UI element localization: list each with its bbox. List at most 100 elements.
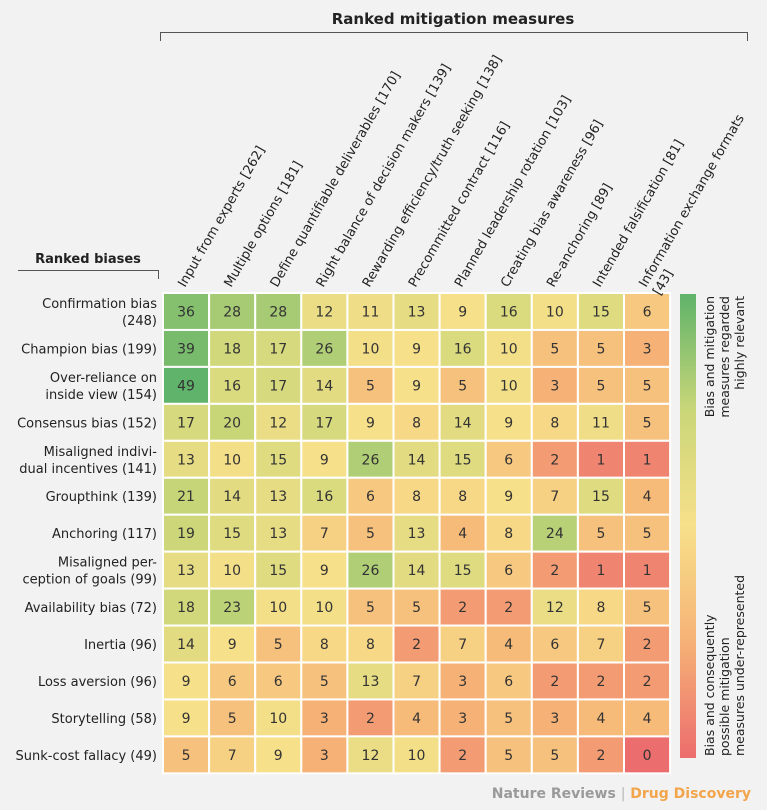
heatmap-cell	[300, 328, 349, 368]
heatmap-cell	[623, 439, 672, 479]
heatmap-cell	[484, 587, 533, 627]
cell-value-label: 16	[500, 304, 518, 320]
cell-value-label: 3	[458, 674, 467, 690]
cell-value-label: 14	[315, 378, 333, 394]
cell-value-label: 18	[177, 600, 195, 616]
cell-value-label: 13	[177, 563, 195, 579]
cell-value-label: 5	[596, 341, 605, 357]
cell-value-label: 26	[362, 563, 380, 579]
heatmap-cell	[254, 550, 303, 590]
cell-value-label: 8	[412, 489, 421, 505]
cell-value-label: 17	[315, 415, 333, 431]
heatmap-cell	[484, 365, 533, 405]
heatmap-cell	[346, 476, 395, 516]
cell-value-label: 2	[458, 748, 467, 764]
cell-value-label: 6	[504, 674, 513, 690]
cell-value-label: 9	[320, 452, 329, 468]
column-label: Multiple options [181]	[222, 159, 306, 290]
cell-value-label: 1	[643, 563, 652, 579]
cell-value-label: 2	[596, 674, 605, 690]
cell-value-label: 13	[408, 304, 426, 320]
heatmap-cell	[346, 292, 395, 331]
cell-value-label: 6	[366, 489, 375, 505]
cell-value-label: 5	[366, 378, 375, 394]
cell-value-label: 9	[182, 711, 191, 727]
cell-value-label: 7	[228, 748, 237, 764]
heatmap-cell	[346, 550, 395, 590]
cell-value-label: 5	[550, 341, 559, 357]
cell-value-label: 5	[643, 600, 652, 616]
cell-value-label: 10	[500, 378, 518, 394]
cell-value-label: 3	[550, 711, 559, 727]
heatmap-cell	[438, 550, 487, 590]
heatmap-cell	[576, 439, 626, 479]
heatmap-cell	[346, 439, 395, 479]
heatmap-cell	[438, 292, 487, 331]
cell-value-label: 10	[408, 748, 426, 764]
cell-value-label: 5	[274, 637, 283, 653]
cell-value-label: 13	[269, 526, 287, 542]
cell-value-label: 6	[550, 637, 559, 653]
row-label: Anchoring (117)	[52, 527, 157, 542]
cell-value-label: 19	[177, 526, 195, 542]
cell-value-label: 2	[366, 711, 375, 727]
heatmap-cell	[530, 439, 579, 479]
cell-value-label: 4	[412, 711, 421, 727]
heatmap-cell	[530, 513, 579, 553]
row-label: Sunk-cost fallacy (49)	[16, 749, 157, 764]
cell-value-label: 21	[177, 489, 195, 505]
cell-value-label: 3	[458, 711, 467, 727]
cell-value-label: 14	[408, 452, 426, 468]
cell-value-label: 28	[223, 304, 241, 320]
cell-value-label: 7	[458, 637, 467, 653]
column-label: Input from experts [262]	[175, 144, 268, 290]
row-label: Over-reliance on inside view (154)	[45, 371, 157, 403]
cell-value-label: 3	[550, 378, 559, 394]
heatmap-cell	[208, 587, 257, 627]
cell-value-label: 15	[592, 489, 610, 505]
cell-value-label: 3	[643, 341, 652, 357]
cell-value-label: 5	[643, 526, 652, 542]
legend-low-label: Bias and consequentlypossible mitigation…	[702, 575, 747, 756]
heatmap-cell	[162, 513, 211, 553]
cell-value-label: 16	[223, 378, 241, 394]
cell-value-label: 8	[366, 637, 375, 653]
cell-value-label: 9	[274, 748, 283, 764]
row-label: Inertia (96)	[84, 638, 157, 653]
cell-value-label: 6	[504, 563, 513, 579]
cell-value-label: 26	[315, 341, 333, 357]
cell-value-label: 2	[550, 674, 559, 690]
cell-value-label: 9	[458, 304, 467, 320]
cell-value-label: 6	[504, 452, 513, 468]
cell-value-label: 8	[596, 600, 605, 616]
heatmap-cell	[346, 513, 395, 553]
cell-value-label: 3	[320, 711, 329, 727]
heatmap-cell	[484, 735, 533, 775]
heatmap-cell	[623, 550, 672, 590]
heatmap-cell	[530, 550, 579, 590]
cell-value-label: 17	[269, 378, 287, 394]
heatmap-cell	[254, 292, 303, 331]
cell-value-label: 5	[182, 748, 191, 764]
cell-value-label: 15	[269, 563, 287, 579]
heatmap-cell	[623, 587, 672, 627]
cell-value-label: 18	[223, 341, 241, 357]
cell-value-label: 8	[412, 415, 421, 431]
cell-value-label: 10	[223, 452, 241, 468]
cell-value-label: 28	[269, 304, 287, 320]
cell-value-label: 4	[643, 489, 652, 505]
cell-value-label: 15	[223, 526, 241, 542]
cell-value-label: 1	[643, 452, 652, 468]
row-axis-title: Ranked biases	[35, 252, 141, 267]
row-label: Loss aversion (96)	[38, 675, 157, 690]
cell-value-label: 2	[643, 674, 652, 690]
cell-value-label: 49	[177, 378, 195, 394]
cell-value-label: 6	[643, 304, 652, 320]
row-label: Storytelling (58)	[51, 712, 157, 727]
heatmap-cell	[300, 365, 349, 405]
cell-value-label: 10	[223, 563, 241, 579]
cell-value-label: 9	[504, 415, 513, 431]
journal-credit: Nature Reviews | Drug Discovery	[492, 786, 751, 802]
row-label: Consensus bias (152)	[17, 416, 157, 431]
